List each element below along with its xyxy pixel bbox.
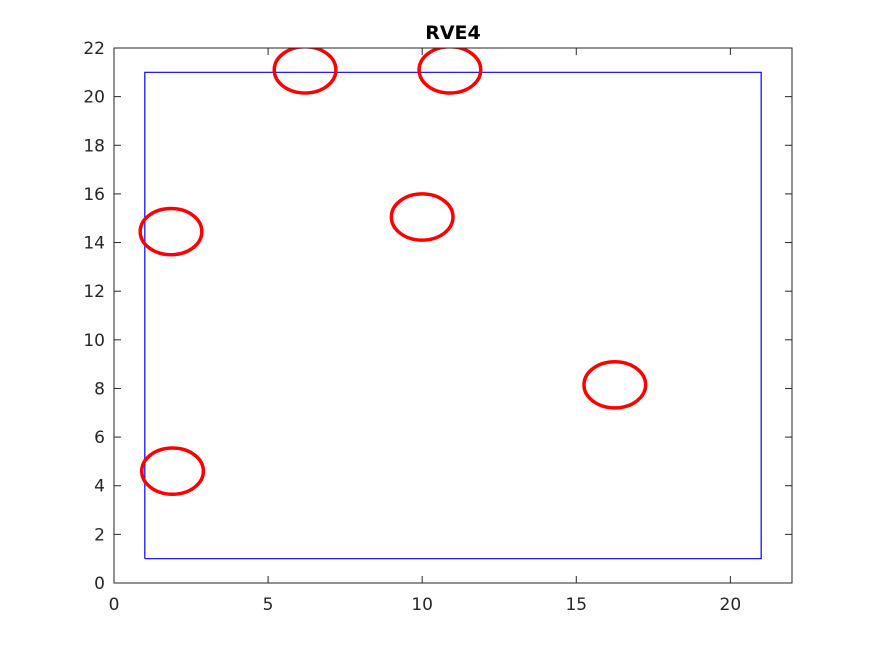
y-tick-label: 6 xyxy=(94,428,105,448)
y-tick-label: 20 xyxy=(83,88,105,108)
x-tick-label: 0 xyxy=(109,595,120,615)
x-tick-label: 20 xyxy=(720,595,742,615)
y-tick-label: 0 xyxy=(94,574,105,594)
y-tick-label: 2 xyxy=(94,525,105,545)
y-tick-label: 18 xyxy=(83,136,105,156)
x-tick-label: 5 xyxy=(263,595,274,615)
y-tick-label: 10 xyxy=(83,331,105,351)
x-tick-label: 10 xyxy=(411,595,433,615)
y-tick-label: 4 xyxy=(94,477,105,497)
y-tick-label: 12 xyxy=(83,282,105,302)
y-tick-label: 22 xyxy=(83,39,105,59)
plot-area xyxy=(114,48,792,583)
x-tick-label: 15 xyxy=(565,595,587,615)
y-tick-label: 14 xyxy=(83,234,105,254)
y-tick-label: 8 xyxy=(94,379,105,399)
chart-title: RVE4 xyxy=(425,22,481,44)
y-tick-label: 16 xyxy=(83,185,105,205)
